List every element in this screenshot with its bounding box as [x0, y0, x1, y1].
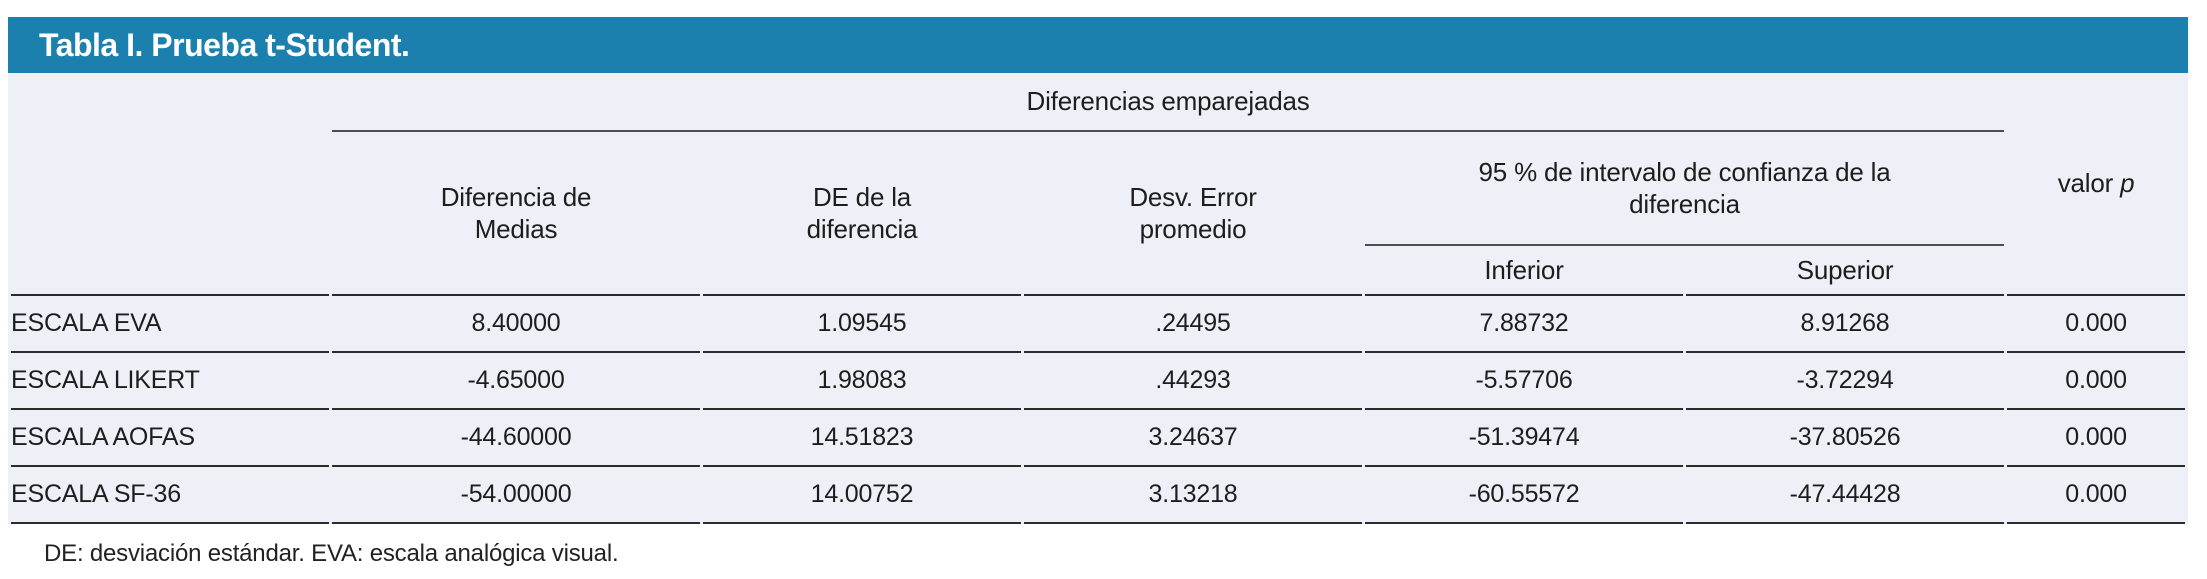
std-error-mean-value: .24495 [1024, 296, 1362, 353]
col-header-ci-lower: Inferior [1365, 246, 1683, 296]
col-header-p-value: valor p [2007, 73, 2186, 296]
col-header-sd-difference: DE de la diferencia [703, 132, 1021, 296]
mean-difference-value: -44.60000 [332, 410, 700, 467]
mean-difference-value: 8.40000 [332, 296, 700, 353]
std-error-mean-value: .44293 [1024, 353, 1362, 410]
ci-upper-value: -3.72294 [1686, 353, 2005, 410]
ci-lower-value: -60.55572 [1365, 467, 1683, 524]
row-label: ESCALA EVA [11, 296, 329, 353]
p-value: 0.000 [2007, 410, 2186, 467]
table-row-escala-aofas: ESCALA AOFAS -44.60000 14.51823 3.24637 … [11, 410, 2186, 467]
row-label: ESCALA LIKERT [11, 353, 329, 410]
std-error-mean-value: 3.24637 [1024, 410, 1362, 467]
group-header-paired-differences: Diferencias emparejadas [332, 73, 2005, 132]
p-value: 0.000 [2007, 353, 2186, 410]
col-header-std-error-mean: Desv. Error promedio [1024, 132, 1362, 296]
table-row-escala-likert: ESCALA LIKERT -4.65000 1.98083 .44293 -5… [11, 353, 2186, 410]
ci-upper-value: 8.91268 [1686, 296, 2005, 353]
t-student-table: Diferencias emparejadas valor p Diferenci… [8, 73, 2188, 524]
table-row-escala-sf36: ESCALA SF-36 -54.00000 14.00752 3.13218 … [11, 467, 2186, 524]
header-row-ci-bounds: Inferior Superior [11, 246, 2185, 296]
col-header-ci-upper: Superior [1686, 246, 2005, 296]
ci-lower-value: 7.88732 [1365, 296, 1683, 353]
row-label: ESCALA SF-36 [11, 467, 329, 524]
ci-lower-value: -51.39474 [1365, 410, 1683, 467]
table-footnote: DE: desviación estándar. EVA: escala ana… [44, 540, 619, 567]
ci-upper-value: -47.44428 [1686, 467, 2005, 524]
sd-difference-value: 1.09545 [703, 296, 1021, 353]
header-row-columns: Diferencia de Medias DE de la diferencia… [11, 132, 2185, 296]
sd-difference-value: 14.51823 [703, 410, 1021, 467]
header-row-group: Diferencias emparejadas valor p [11, 73, 2186, 296]
p-value: 0.000 [2007, 296, 2186, 353]
std-error-mean-value: 3.13218 [1024, 467, 1362, 524]
ci-lower-value: -5.57706 [1365, 353, 1683, 410]
table-row-escala-eva: ESCALA EVA 8.40000 1.09545 .24495 7.8873… [11, 296, 2186, 353]
p-value-symbol: p [2120, 168, 2135, 199]
table-panel: Diferencias emparejadas valor p Diferenci… [8, 73, 2188, 524]
col-header-ci-group: 95 % de intervalo de confianza de la dif… [1365, 132, 2005, 246]
p-value-word: valor [2057, 168, 2114, 199]
ci-upper-value: -37.80526 [1686, 410, 2005, 467]
table-title: Tabla I. Prueba t-Student. [39, 26, 410, 63]
col-header-mean-difference: Diferencia de Medias [332, 132, 700, 296]
p-value: 0.000 [2007, 467, 2186, 524]
sd-difference-value: 14.00752 [703, 467, 1021, 524]
sd-difference-value: 1.98083 [703, 353, 1021, 410]
row-label: ESCALA AOFAS [11, 410, 329, 467]
table-title-bar: Tabla I. Prueba t-Student. [8, 17, 2188, 73]
corner-blank-cell [11, 73, 329, 296]
mean-difference-value: -54.00000 [332, 467, 700, 524]
mean-difference-value: -4.65000 [332, 353, 700, 410]
